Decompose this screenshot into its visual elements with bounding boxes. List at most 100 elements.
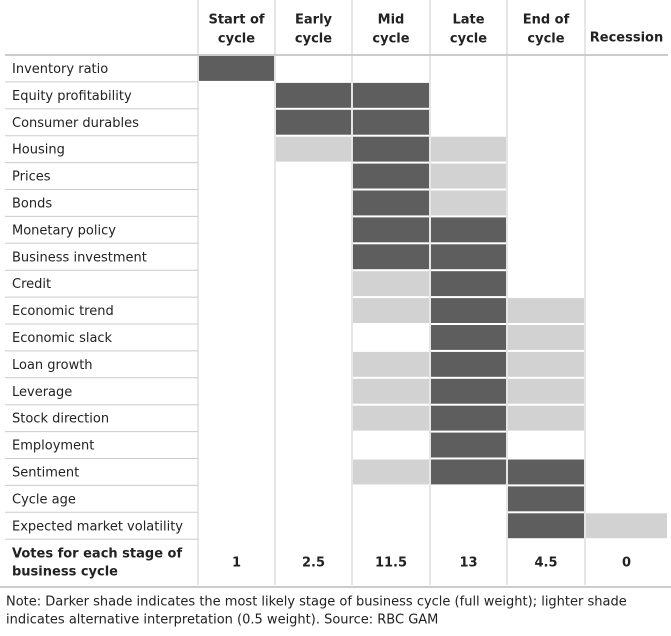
row-label: Equity profitability xyxy=(12,89,132,104)
column-header: Start of xyxy=(208,13,264,28)
cell xyxy=(199,191,274,216)
cell xyxy=(586,433,667,458)
column-header: cycle xyxy=(295,32,332,47)
column-header: cycle xyxy=(527,32,564,47)
cell xyxy=(508,83,584,108)
note: Note: Darker shade indicates the most li… xyxy=(6,595,627,610)
cell xyxy=(508,378,584,404)
cell xyxy=(508,56,584,81)
cell xyxy=(431,217,506,243)
cell xyxy=(508,244,584,269)
cell xyxy=(431,459,506,485)
cell xyxy=(586,164,667,189)
cell xyxy=(586,513,667,539)
cell xyxy=(431,432,506,458)
cell xyxy=(199,56,274,81)
cell xyxy=(353,109,429,135)
cell xyxy=(199,433,274,458)
row-label: Employment xyxy=(12,439,94,454)
cell xyxy=(199,513,274,538)
cell xyxy=(586,217,667,242)
cell xyxy=(353,459,429,485)
cell xyxy=(199,164,274,189)
cell xyxy=(199,83,274,108)
cell xyxy=(431,405,506,431)
cell xyxy=(431,56,506,81)
cell xyxy=(353,325,429,350)
column-header: cycle xyxy=(218,32,255,47)
column-header: Early xyxy=(295,13,333,28)
cell xyxy=(508,164,584,189)
cell xyxy=(508,217,584,242)
cell xyxy=(586,191,667,216)
note: indicates alternative interpretation (0.… xyxy=(6,613,438,628)
cell xyxy=(276,136,351,162)
row-label: Credit xyxy=(12,277,51,292)
cell xyxy=(276,217,351,242)
cell xyxy=(586,137,667,162)
votes-value: 4.5 xyxy=(534,556,557,571)
cell xyxy=(508,191,584,216)
cell xyxy=(353,271,429,297)
cell xyxy=(508,405,584,431)
cell xyxy=(508,486,584,512)
cell xyxy=(276,298,351,323)
cell xyxy=(508,110,584,135)
cell xyxy=(199,217,274,242)
cell xyxy=(276,191,351,216)
cell xyxy=(586,379,667,404)
cell xyxy=(199,406,274,431)
cell xyxy=(276,244,351,269)
votes-value: 13 xyxy=(459,556,477,571)
cell xyxy=(276,486,351,511)
cell xyxy=(586,244,667,269)
row-label: Economic slack xyxy=(12,331,113,346)
row-label: Expected market volatility xyxy=(12,519,183,534)
votes-value: 1 xyxy=(232,556,241,571)
row-label: Loan growth xyxy=(12,358,93,373)
cell xyxy=(586,56,667,81)
row-label: Cycle age xyxy=(12,492,76,507)
cell xyxy=(586,83,667,108)
cell xyxy=(508,325,584,350)
cell xyxy=(276,460,351,485)
cell xyxy=(586,325,667,350)
cell xyxy=(586,486,667,511)
column-header: Mid xyxy=(378,13,405,28)
votes-value: 2.5 xyxy=(302,556,325,571)
cell xyxy=(431,136,506,162)
cell xyxy=(199,460,274,485)
cell xyxy=(431,83,506,108)
cell xyxy=(353,378,429,404)
cell xyxy=(276,325,351,350)
column-header: Late xyxy=(452,13,484,28)
cell xyxy=(431,325,506,350)
cell xyxy=(353,405,429,431)
cell xyxy=(431,244,506,270)
cell xyxy=(431,163,506,189)
votes-label: Votes for each stage of xyxy=(12,547,182,562)
row-label: Monetary policy xyxy=(12,223,116,238)
cell xyxy=(353,433,429,458)
cell xyxy=(508,271,584,296)
row-label: Bonds xyxy=(12,196,52,211)
cell xyxy=(276,109,351,135)
cell xyxy=(353,82,429,108)
cell xyxy=(276,271,351,296)
votes-label: business cycle xyxy=(12,565,118,580)
cell xyxy=(199,486,274,511)
row-label: Sentiment xyxy=(12,465,79,480)
cell xyxy=(199,325,274,350)
cell xyxy=(199,379,274,404)
cell xyxy=(199,244,274,269)
cell xyxy=(353,163,429,189)
cell xyxy=(199,110,274,135)
cell xyxy=(431,271,506,297)
row-label: Stock direction xyxy=(12,412,109,427)
cell xyxy=(586,110,667,135)
cell xyxy=(586,406,667,431)
column-header: End of xyxy=(523,13,570,28)
cell xyxy=(431,298,506,323)
cell xyxy=(508,459,584,485)
